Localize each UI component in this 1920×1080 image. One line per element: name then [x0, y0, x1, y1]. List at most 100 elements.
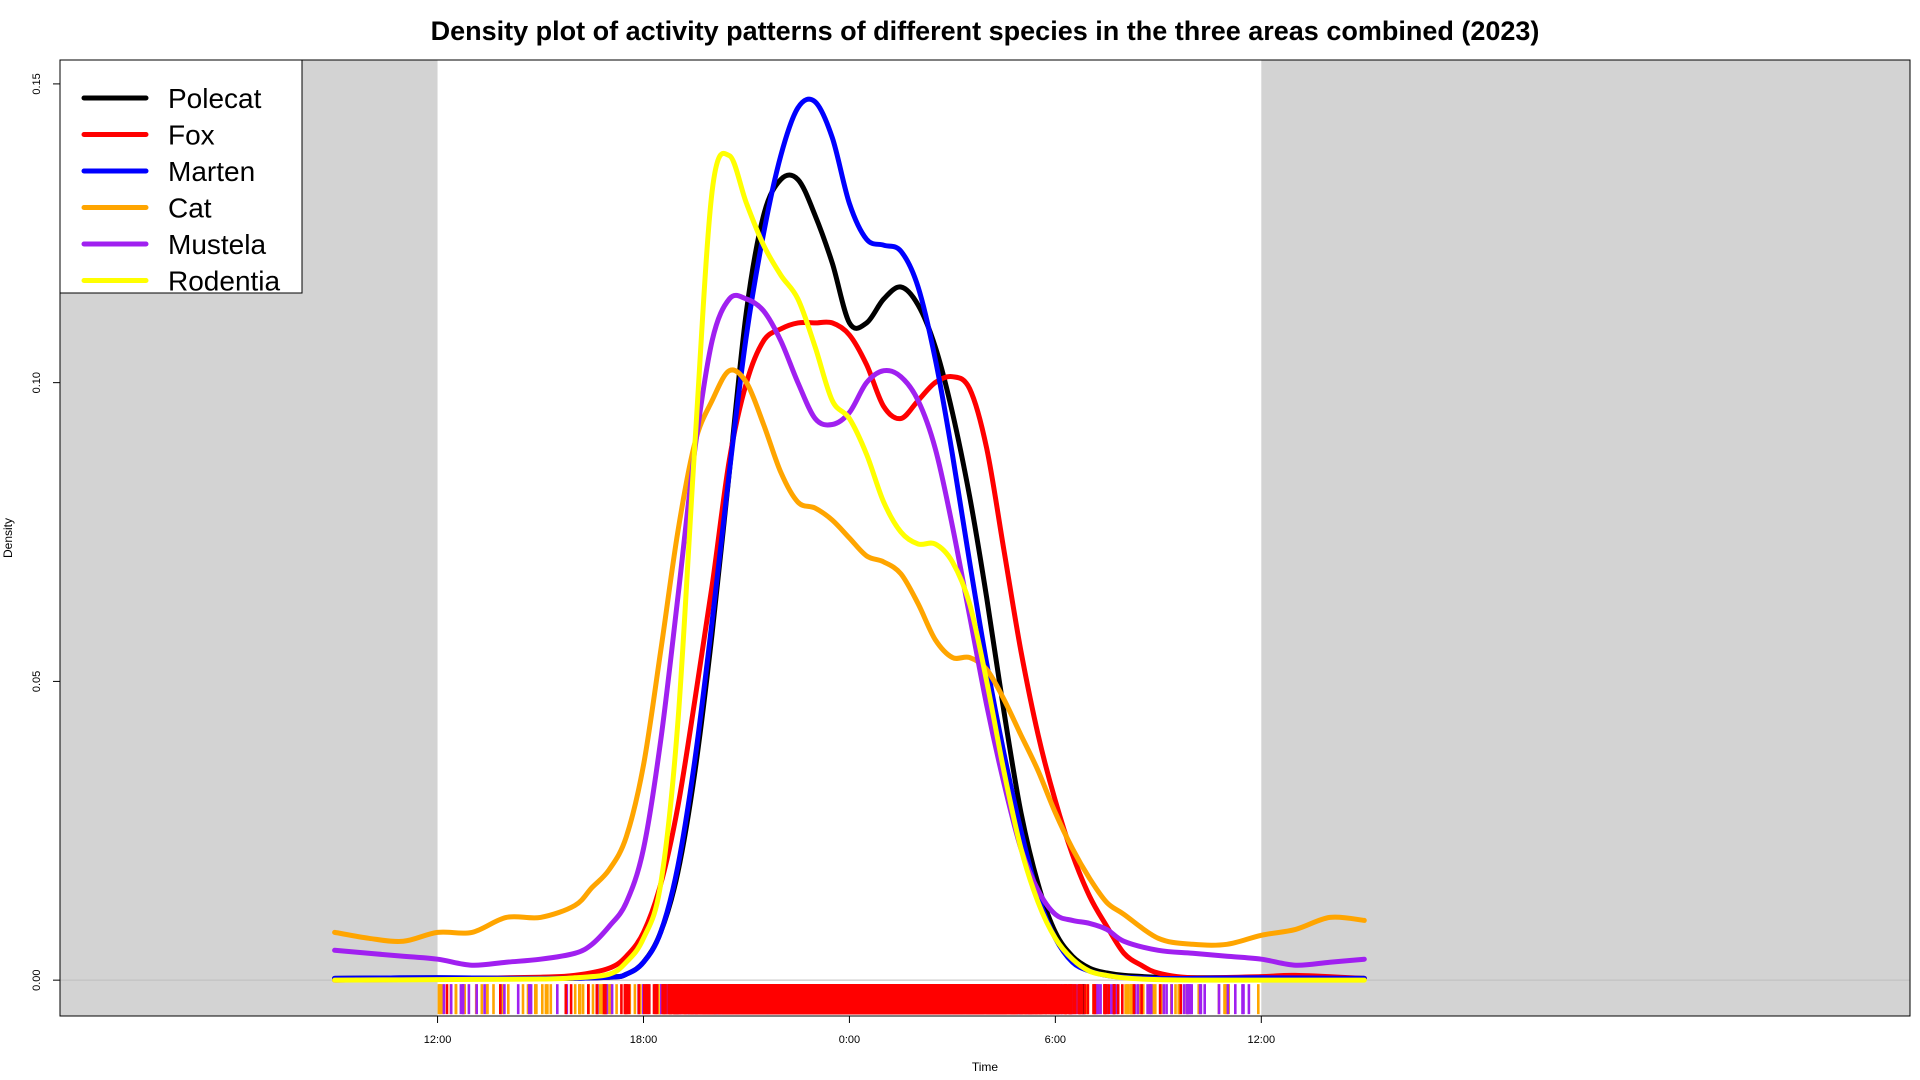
- rug-tick-mustela: [516, 984, 520, 1015]
- rug-tick-fox: [762, 984, 765, 1015]
- rug-tick-fox: [918, 984, 921, 1015]
- rug-tick-fox: [881, 984, 884, 1015]
- rug-tick-cat: [1129, 984, 1133, 1015]
- rug-tick-fox: [976, 984, 980, 1015]
- legend-label-cat: Cat: [168, 193, 212, 224]
- rug-tick-fox: [725, 984, 728, 1015]
- rug-tick-cat: [608, 984, 611, 1015]
- shaded-region-layer: [60, 60, 1910, 1016]
- rug-tick-fox: [718, 984, 721, 1015]
- rug-tick-fox: [875, 984, 879, 1015]
- rug-tick-fox: [767, 984, 771, 1015]
- rug-tick-cat: [633, 984, 637, 1015]
- rug-tick-mustela: [449, 984, 453, 1015]
- rug-tick-mustela: [1247, 984, 1251, 1015]
- rug-tick-cat: [541, 984, 544, 1015]
- rug-tick-fox: [564, 984, 568, 1015]
- rug-tick-fox: [1083, 984, 1087, 1015]
- rug-tick-fox: [648, 984, 651, 1015]
- rug-tick-mustela: [1170, 984, 1173, 1015]
- rug-tick-fox: [994, 984, 997, 1015]
- y-axis: 0.00 0.05 0.10 0.15: [31, 73, 60, 991]
- rug-tick-fox: [1079, 984, 1083, 1015]
- rug-tick-fox: [942, 984, 945, 1015]
- rug-tick-cat: [1178, 984, 1181, 1015]
- rug-tick-mustela: [483, 984, 486, 1015]
- rug-tick-cat: [534, 984, 537, 1015]
- rug-tick-fox: [1074, 984, 1077, 1015]
- rug-tick-mustela: [1185, 984, 1189, 1015]
- x-tick-label: 6:00: [1045, 1034, 1066, 1046]
- rug-tick-mustela: [1234, 984, 1237, 1015]
- x-tick-label: 18:00: [630, 1034, 658, 1046]
- rug-tick-fox: [669, 984, 672, 1015]
- rug-tick-fox: [887, 984, 891, 1015]
- series-lines: [332, 96, 1367, 983]
- rug-tick-cat: [600, 984, 604, 1015]
- rug-tick-cat: [1151, 984, 1155, 1015]
- rug-tick-fox: [1044, 984, 1048, 1015]
- rug-tick-fox: [1107, 984, 1110, 1015]
- rug-tick-fox: [845, 984, 848, 1015]
- rug-tick-cat: [549, 984, 553, 1015]
- rug-tick-fox: [694, 984, 698, 1015]
- rug-tick-cat: [441, 984, 444, 1015]
- rug-tick-cat: [1154, 984, 1157, 1015]
- rug-tick-fox: [973, 984, 977, 1015]
- rug-tick-fox: [929, 984, 932, 1015]
- rug-tick-fox: [1042, 984, 1046, 1015]
- rug-tick-fox: [849, 984, 852, 1015]
- rug-tick-cat: [1257, 984, 1260, 1015]
- rug-tick-fox: [935, 984, 938, 1015]
- rug-tick-fox: [790, 984, 793, 1015]
- rug-tick-fox: [675, 984, 678, 1015]
- rug-tick-fox: [1014, 984, 1017, 1015]
- rug-tick-mustela: [1226, 984, 1230, 1015]
- rug-tick-fox: [912, 984, 915, 1015]
- rug-tick-mustela: [527, 984, 531, 1015]
- rug-tick-fox: [947, 984, 951, 1015]
- legend-label-fox: Fox: [168, 120, 215, 151]
- rug-tick-fox: [907, 984, 910, 1015]
- rug-tick-fox: [703, 984, 707, 1015]
- rug-tick-fox: [946, 984, 949, 1015]
- rug-tick-fox: [604, 984, 607, 1015]
- rug-tick-cat: [1124, 984, 1127, 1015]
- rug-tick-fox: [970, 984, 974, 1015]
- rug-tick-fox: [720, 984, 723, 1015]
- rug-tick-fox: [757, 984, 761, 1015]
- rug-tick-mustela: [442, 984, 446, 1015]
- rug-tick-fox: [1046, 984, 1049, 1015]
- rug-tick-fox: [1060, 984, 1064, 1015]
- rug-tick-cat: [578, 984, 582, 1015]
- rug-tick-fox: [872, 984, 876, 1015]
- series-line-cat: [332, 367, 1367, 948]
- rug-tick-fox: [627, 984, 631, 1015]
- rug-tick-fox: [903, 984, 906, 1015]
- rug-tick-mustela: [1199, 984, 1203, 1015]
- rug-tick-fox: [710, 984, 714, 1015]
- rug-tick-fox: [905, 984, 908, 1015]
- rug-tick-cat: [1174, 984, 1177, 1015]
- rug-tick-mustela: [1190, 984, 1193, 1015]
- rug-tick-cat: [639, 984, 642, 1015]
- rug-tick-fox: [1009, 984, 1012, 1015]
- rug-tick-fox: [1113, 984, 1116, 1015]
- rug-tick-fox: [1158, 984, 1162, 1015]
- rug-tick-fox: [1067, 984, 1071, 1015]
- rug-tick-fox: [623, 984, 627, 1015]
- rug-tick-fox: [791, 984, 795, 1015]
- rug-tick-fox: [998, 984, 1001, 1015]
- rug-tick-fox: [895, 984, 898, 1015]
- rug-tick-fox: [803, 984, 806, 1015]
- rug-tick-fox: [1038, 984, 1042, 1015]
- rug-tick-fox: [1077, 984, 1080, 1015]
- rug-tick-fox: [954, 984, 958, 1015]
- rug-tick-mustela: [1165, 984, 1168, 1015]
- rug-tick-cat: [544, 984, 548, 1015]
- rug-tick-cat: [546, 984, 549, 1015]
- rug-tick-fox: [956, 984, 959, 1015]
- chart-title: Density plot of activity patterns of dif…: [431, 16, 1540, 46]
- rug-tick-cat: [438, 984, 441, 1015]
